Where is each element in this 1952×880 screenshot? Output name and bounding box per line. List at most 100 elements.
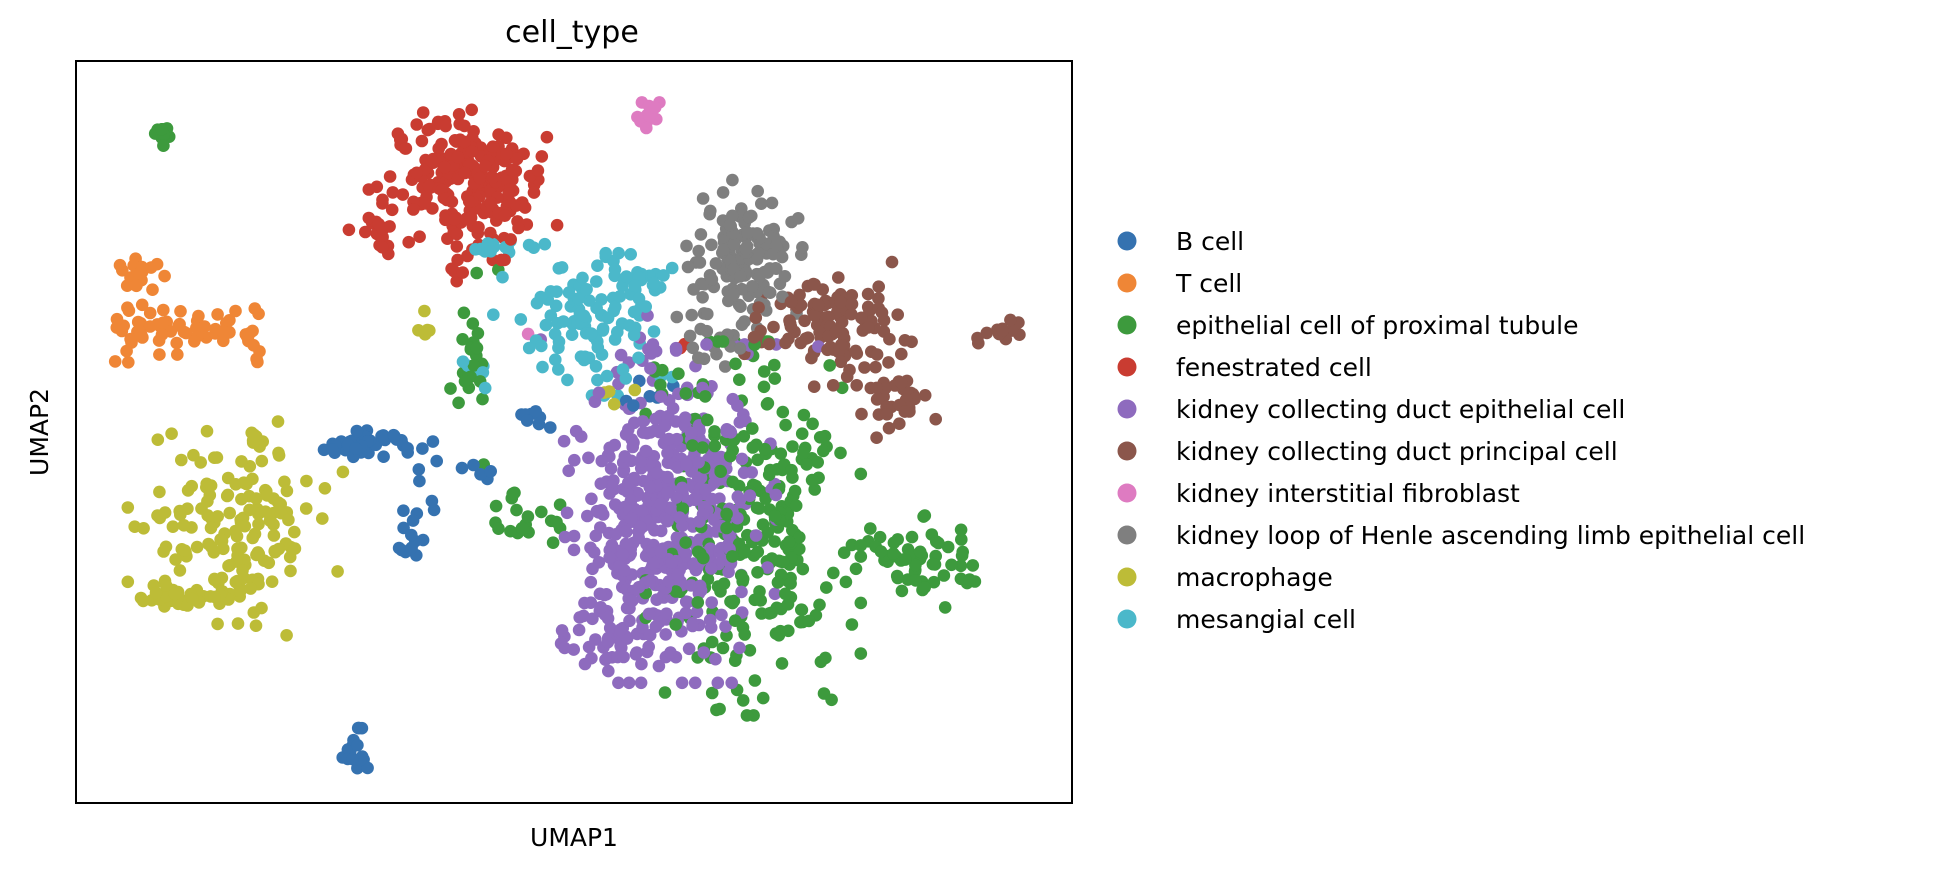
legend-marker (1117, 441, 1137, 461)
data-point (794, 298, 808, 312)
data-point (932, 536, 945, 550)
data-point (796, 241, 809, 254)
data-point (121, 501, 135, 514)
data-point (510, 503, 523, 517)
data-point (625, 512, 638, 526)
data-point (679, 606, 693, 620)
data-point (870, 381, 883, 395)
data-point (516, 522, 530, 536)
data-point (700, 324, 714, 338)
data-point (779, 418, 792, 432)
data-point (783, 535, 796, 548)
data-point (550, 515, 563, 529)
data-point (619, 537, 633, 551)
data-point (562, 286, 576, 299)
data-point (845, 297, 859, 311)
data-point (439, 213, 452, 227)
data-point (669, 618, 682, 631)
data-point (478, 159, 492, 173)
data-point (560, 506, 574, 520)
data-point (635, 657, 648, 671)
data-point (549, 353, 562, 367)
data-point (725, 676, 738, 690)
data-point (252, 547, 266, 561)
data-point (700, 338, 713, 351)
data-point (599, 246, 612, 260)
data-point (581, 509, 594, 523)
data-point (755, 197, 768, 210)
data-point (272, 449, 286, 462)
data-point (735, 569, 748, 582)
legend-label: T cell (1175, 269, 1242, 298)
data-point (391, 127, 405, 140)
data-point (376, 193, 389, 207)
data-point (401, 442, 414, 455)
data-point (137, 522, 150, 535)
data-point (576, 271, 589, 285)
data-point (522, 341, 536, 355)
data-point (681, 260, 695, 274)
data-point (455, 461, 469, 475)
data-point (905, 530, 919, 544)
data-point (383, 170, 397, 183)
data-point (913, 545, 927, 559)
data-point (200, 424, 214, 438)
data-point (243, 503, 256, 517)
data-point (887, 547, 900, 560)
data-point (688, 676, 702, 690)
data-point (351, 738, 364, 752)
data-point (672, 367, 685, 381)
data-point (696, 441, 709, 454)
data-point (938, 601, 952, 614)
data-point (793, 288, 806, 302)
data-point (476, 392, 489, 406)
data-point (742, 211, 756, 224)
data-point (616, 548, 630, 561)
legend-label: kidney collecting duct principal cell (1176, 437, 1618, 466)
data-point (675, 676, 689, 690)
data-point (693, 515, 706, 528)
data-point (181, 484, 195, 497)
data-point (821, 343, 834, 357)
data-point (331, 565, 344, 578)
data-point (789, 499, 803, 512)
data-point (740, 709, 754, 722)
data-point (173, 564, 187, 577)
data-point (781, 598, 795, 611)
data-point (582, 451, 595, 465)
data-point (406, 514, 420, 527)
data-point (288, 525, 301, 539)
data-point (808, 278, 821, 291)
data-point (751, 566, 764, 579)
data-point (486, 140, 500, 153)
data-point (726, 392, 740, 406)
data-point (399, 142, 413, 155)
data-point (661, 470, 674, 484)
data-point (593, 587, 607, 601)
data-point (632, 292, 646, 306)
data-point (891, 308, 904, 322)
data-point (527, 186, 541, 199)
data-point (658, 419, 672, 433)
data-point (662, 575, 676, 588)
data-point (845, 618, 859, 631)
data-point (624, 494, 638, 507)
data-point (890, 569, 904, 583)
data-point (817, 444, 830, 458)
data-point (757, 380, 771, 394)
data-point (654, 524, 668, 538)
data-point (644, 426, 657, 439)
data-point (592, 556, 606, 569)
data-point (284, 564, 297, 578)
data-point (159, 579, 173, 592)
data-point (591, 259, 604, 273)
data-point (300, 474, 313, 488)
data-point (484, 245, 498, 258)
data-point (426, 435, 440, 448)
data-point (271, 415, 285, 428)
data-point (410, 166, 424, 180)
data-point (704, 204, 717, 218)
data-point (701, 307, 714, 321)
data-point (237, 476, 251, 490)
data-point (795, 603, 809, 617)
